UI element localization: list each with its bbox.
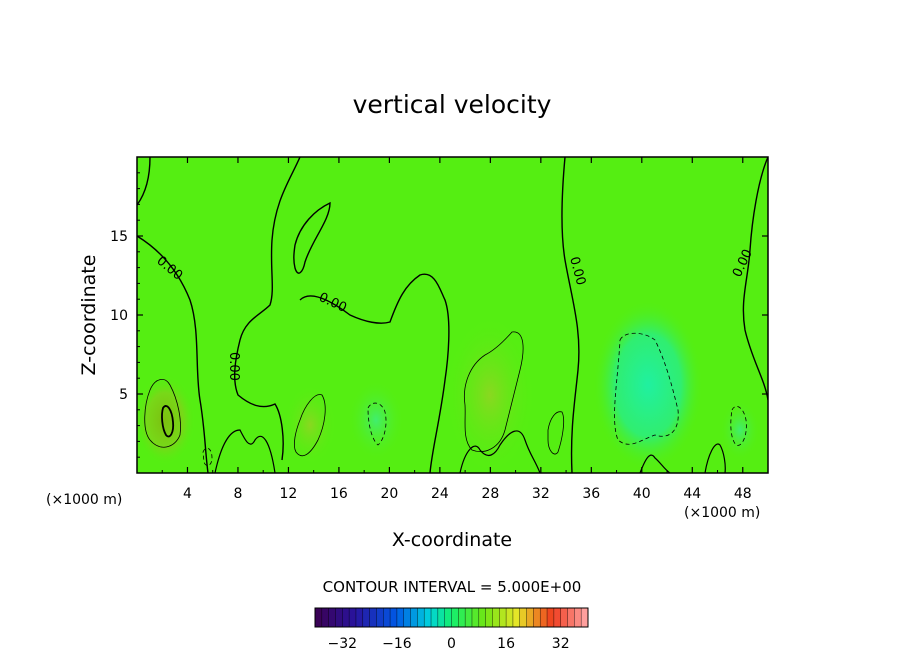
colorbar-cell — [485, 608, 493, 627]
contour-zero-upper — [233, 157, 301, 461]
contour-negative-right — [614, 332, 679, 445]
downdraft-core-right — [593, 300, 703, 470]
colorbar-cell — [321, 608, 330, 627]
contour-negative — [202, 332, 747, 466]
colorbar-cell — [424, 608, 432, 627]
contour-positive-left-inner — [161, 405, 175, 438]
colorbar-cell — [444, 608, 452, 627]
x-unit-label: (×1000 m) — [684, 505, 760, 521]
colorbar-cell — [553, 608, 562, 627]
colorbar-cell — [437, 608, 446, 627]
colorbar-cell — [581, 608, 589, 627]
colorbar-cell — [567, 608, 575, 627]
z-axis: 5 10 15 — [110, 172, 768, 458]
x-tick-label: 40 — [633, 486, 651, 502]
colorbar-cell — [431, 608, 439, 627]
contour-zero-left — [137, 157, 209, 473]
z-unit-label: (×1000 m) — [46, 492, 122, 508]
colorbar-cell — [471, 608, 480, 627]
colorbar-cell — [417, 608, 425, 627]
contour-negative-far-right — [730, 406, 747, 446]
colorbar-cell — [390, 608, 398, 627]
colorbar-cell — [512, 608, 521, 627]
z-tick-label: 5 — [119, 387, 128, 403]
x-tick-label: 32 — [532, 486, 550, 502]
colorbar-cell — [492, 608, 500, 627]
downdraft-core-small — [720, 400, 760, 460]
x-axis-title: X-coordinate — [392, 529, 512, 551]
z-tick-label: 10 — [110, 308, 128, 324]
colorbar-cell — [533, 608, 541, 627]
chart-title: vertical velocity — [353, 90, 552, 119]
colorbar-cell — [369, 608, 377, 627]
colorbar-cell — [526, 608, 534, 627]
colorbar-cell — [335, 608, 343, 627]
contour-zero-far-right — [742, 157, 768, 401]
contour-bottom-bumps — [214, 429, 726, 473]
contour-label: 0.00 — [566, 255, 588, 287]
x-tick-label: 24 — [431, 486, 449, 502]
x-tick-label: 28 — [481, 486, 499, 502]
contour-negative-center — [367, 402, 387, 446]
colorbar-cell — [383, 608, 391, 627]
contour-positive-center-left — [293, 394, 326, 457]
x-tick-label: 4 — [183, 486, 192, 502]
colorbar-cell — [396, 608, 405, 627]
x-tick-label: 20 — [380, 486, 398, 502]
colorbar-cell — [540, 608, 548, 627]
contour-lines — [137, 157, 768, 473]
x-tick-label: 12 — [280, 486, 298, 502]
colorbar-cell — [403, 608, 412, 627]
colorbar-cell — [315, 608, 323, 627]
updraft-core-center — [445, 315, 535, 473]
colorbar-cell — [574, 608, 582, 627]
colorbar-cell — [349, 608, 357, 627]
z-axis-title: Z-coordinate — [78, 255, 100, 376]
colorbar-cell — [342, 608, 350, 627]
colorbar-ticks: −32 −16 0 16 32 — [328, 636, 570, 652]
colorbar-cell — [506, 608, 514, 627]
contour-positive-left — [144, 379, 181, 448]
updraft-core-left — [137, 375, 195, 465]
colorbar-cell — [560, 608, 569, 627]
heatmap-field — [137, 157, 768, 473]
colorbar-cell — [547, 608, 555, 627]
colorbar-tick-label: 32 — [552, 636, 570, 652]
colorbar-cell — [376, 608, 384, 627]
contour-interval: CONTOUR INTERVAL = 5.000E+00 — [323, 578, 582, 596]
x-tick-label: 44 — [683, 486, 701, 502]
contour-zero-mid — [299, 273, 450, 473]
colorbar-tick-label: 0 — [447, 636, 456, 652]
contour-positive-small — [547, 411, 565, 455]
colorbar-frame — [314, 607, 589, 628]
x-tick-label: 36 — [582, 486, 600, 502]
x-tick-label: 16 — [330, 486, 348, 502]
colorbar — [314, 607, 589, 628]
colorbar-tick-label: −16 — [382, 636, 412, 652]
contour-positive-center — [463, 331, 524, 452]
downdraft-core-center — [348, 380, 404, 460]
contour-negative-small — [202, 447, 213, 466]
colorbar-cell — [519, 608, 528, 627]
colorbar-cell — [458, 608, 466, 627]
contour-closed-upper — [293, 201, 331, 274]
colorbar-cell — [362, 608, 371, 627]
colorbar-cell — [328, 608, 336, 627]
colorbar-cell — [451, 608, 459, 627]
colorbar-cell — [410, 608, 418, 627]
x-tick-label: 8 — [233, 486, 242, 502]
colorbar-cell — [478, 608, 487, 627]
updraft-core-center-left — [284, 385, 336, 465]
colorbar-cell — [465, 608, 473, 627]
colorbar-cell — [355, 608, 364, 627]
z-tick-label: 15 — [110, 229, 128, 245]
colorbar-tick-label: 16 — [497, 636, 515, 652]
x-tick-label: 48 — [734, 486, 752, 502]
contour-zero-right — [561, 157, 580, 473]
x-axis: 4 8 12 16 20 24 28 32 36 40 44 48 — [161, 157, 752, 502]
colorbar-tick-label: −32 — [328, 636, 358, 652]
colorbar-cell — [499, 608, 507, 627]
contour-label: 0.00 — [226, 352, 241, 381]
